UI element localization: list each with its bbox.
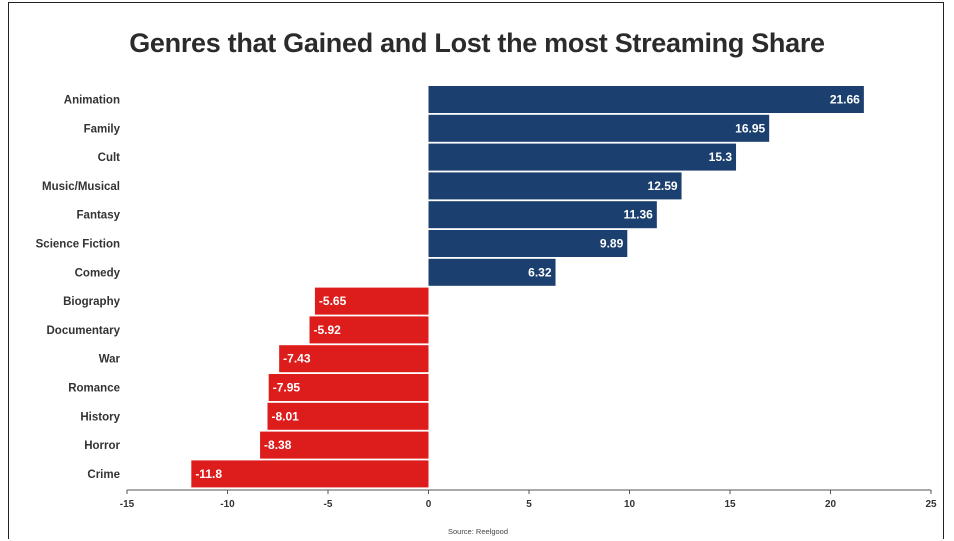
category-label: Crime [87,469,120,481]
x-tick-label: 20 [825,499,837,510]
value-label: 21.66 [830,93,860,107]
category-label: Fantasy [77,210,121,222]
value-label: 6.32 [528,265,552,279]
x-tick-label: 0 [426,499,432,510]
value-label: 12.59 [648,179,678,193]
category-label: Documentary [47,325,121,337]
x-axis: -15 -10 -5 0 5 10 15 20 25 [120,489,937,510]
bar-history [267,402,429,430]
bar-biography [314,287,429,315]
bar-documentary [309,316,429,344]
category-label: War [99,354,121,366]
chart-title: Genres that Gained and Lost the most Str… [129,28,825,58]
bar-music-musical [428,172,682,200]
bar-family [428,114,770,142]
value-labels: 21.66 16.95 15.3 12.59 11.36 9.89 6.32 -5.65 -5.… [195,93,860,481]
bar-horror [260,431,429,459]
x-tick-label: 15 [724,499,736,510]
bars-group [191,86,864,488]
x-tick-label: -10 [220,499,235,510]
x-tick-label: -5 [324,499,333,510]
value-label: 9.89 [600,237,624,251]
value-label: -7.95 [273,381,301,395]
value-label: -5.65 [319,294,347,308]
chart-frame [8,2,944,539]
x-tick-label: 5 [526,499,532,510]
x-tick-label: 25 [925,499,937,510]
source-note: Source: Reelgood [448,527,508,536]
category-label: Romance [68,383,120,395]
value-label: 11.36 [623,208,653,222]
category-label: Music/Musical [42,181,120,193]
value-label: -11.8 [195,467,222,481]
value-label: 15.3 [709,150,733,164]
category-label: Science Fiction [36,239,120,251]
category-label: Animation [64,95,120,107]
value-label: -7.43 [283,352,311,366]
bar-comedy [428,258,556,286]
category-label: Cult [98,152,121,164]
category-labels: Animation Family Cult Music/Musical Fantasy S… [36,95,121,481]
category-label: Comedy [75,267,121,279]
bar-cult [428,143,737,171]
bar-animation [428,86,864,113]
value-label: -8.01 [271,409,299,423]
bar-romance [268,374,429,401]
bar-science-fiction [428,230,628,257]
value-label: -8.38 [264,438,292,452]
category-label: Horror [84,440,120,452]
value-label: 16.95 [735,121,765,135]
category-label: Family [84,123,121,135]
bar-crime [191,460,429,488]
x-tick-label: 10 [624,499,636,510]
value-label: -5.92 [314,323,342,337]
category-label: Biography [63,296,120,308]
x-tick-label: -15 [120,499,135,510]
bar-fantasy [428,201,657,229]
category-label: History [80,411,120,423]
bar-war [279,345,429,373]
